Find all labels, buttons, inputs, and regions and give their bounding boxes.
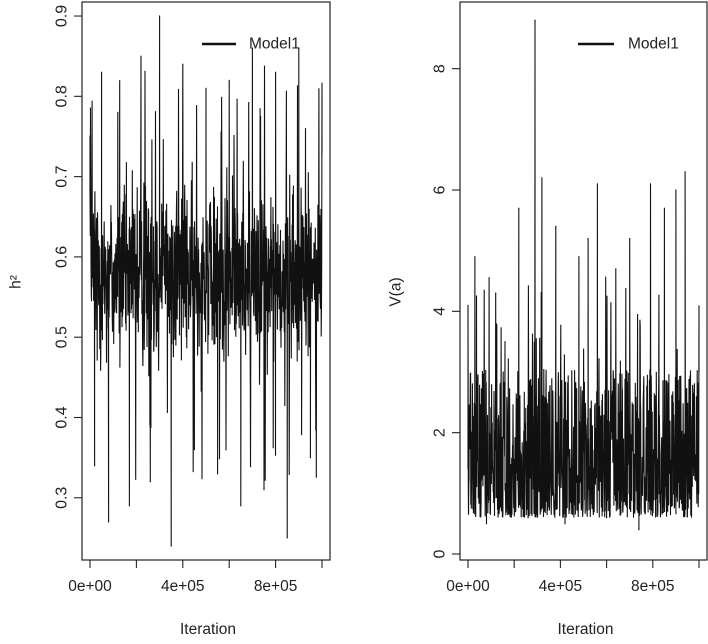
- trace-point: [170, 545, 172, 547]
- trace-point: [101, 71, 103, 73]
- trace-point: [309, 457, 311, 459]
- legend-label: Model1: [628, 36, 679, 53]
- x-tick-label: 0e+00: [68, 578, 112, 595]
- y-tick-label: 0.4: [54, 406, 71, 428]
- trace-line-model1: [89, 15, 323, 547]
- legend-label: Model1: [249, 36, 300, 53]
- trace-point: [205, 87, 207, 89]
- trace-point: [193, 449, 195, 451]
- trace-point: [527, 517, 529, 519]
- y-axis-label: V(a): [388, 277, 405, 306]
- legend: Model1: [578, 36, 679, 53]
- h2-trace-panel: 0.3 0.4 0.5 0.6 0.7 0.8 0.9 0e+00 4e+05 8e+05 Iter…: [8, 1, 331, 638]
- trace-point: [649, 183, 652, 185]
- trace-point: [275, 71, 277, 73]
- x-tick-label: 8e+05: [254, 578, 298, 595]
- y-tick-label: 0.3: [54, 487, 71, 509]
- trace-point: [534, 19, 536, 21]
- y-tick-label: 0.6: [54, 246, 71, 268]
- trace-line-model1: [467, 20, 700, 530]
- trace-point: [263, 489, 265, 491]
- trace-point: [518, 207, 520, 209]
- trace-point: [217, 473, 219, 475]
- trace-point: [555, 225, 557, 227]
- x-tick-label: 4e+05: [539, 578, 583, 595]
- trace-point: [89, 192, 91, 194]
- y-tick-label: 0.7: [54, 165, 71, 187]
- trace-point: [606, 517, 608, 519]
- trace-point: [240, 505, 242, 507]
- trace-point: [474, 256, 476, 258]
- trace-point: [638, 529, 640, 531]
- y-tick-label: 0.5: [54, 326, 71, 348]
- trace-point: [675, 189, 677, 191]
- legend: Model1: [202, 36, 300, 53]
- trace-point: [182, 63, 184, 65]
- trace-point: [467, 304, 469, 306]
- trace-point: [541, 177, 543, 179]
- plot-frame: [459, 1, 708, 561]
- trace-point: [108, 521, 110, 523]
- trace-point: [228, 79, 230, 81]
- x-tick-label: 0e+00: [446, 578, 490, 595]
- y-tick-label: 6: [432, 185, 449, 194]
- y-tick-label: 4: [432, 307, 449, 316]
- trace-point: [298, 47, 300, 49]
- x-axis-label: Iteration: [180, 621, 236, 638]
- trace-point: [587, 237, 589, 240]
- trace-point: [596, 183, 599, 185]
- trace-point: [94, 465, 96, 467]
- trace-point: [159, 15, 161, 17]
- trace-point: [564, 523, 566, 525]
- trace-point: [663, 207, 666, 209]
- trace-point: [615, 268, 617, 270]
- y-tick-label: 0: [432, 549, 449, 558]
- y-tick-label: 2: [432, 428, 449, 437]
- y-axis-label: h²: [8, 275, 25, 289]
- trace-point: [117, 111, 119, 113]
- trace-point: [149, 481, 151, 483]
- trace-point: [504, 341, 506, 343]
- trace-point: [321, 151, 323, 154]
- y-tick-label: 0.9: [54, 5, 71, 27]
- va-trace-panel: 0 2 4 6 8 0e+00 4e+05 8e+05 Iteration V(a) Model1: [388, 1, 708, 638]
- x-tick-label: 8e+05: [631, 578, 675, 595]
- trace-point: [698, 371, 700, 373]
- y-tick-label: 8: [432, 64, 449, 73]
- trace-point: [286, 537, 288, 539]
- trace-point: [128, 505, 130, 507]
- trace-point: [251, 47, 253, 49]
- trace-point: [485, 523, 488, 525]
- trace-point: [495, 292, 497, 294]
- trace-point: [684, 171, 686, 173]
- trace-point: [578, 256, 580, 258]
- trace-point: [629, 237, 631, 240]
- trace-point: [140, 55, 142, 57]
- plot-frame: [81, 1, 331, 561]
- x-tick-label: 4e+05: [161, 578, 205, 595]
- x-axis-label: Iteration: [557, 621, 613, 638]
- y-tick-label: 0.8: [54, 85, 71, 107]
